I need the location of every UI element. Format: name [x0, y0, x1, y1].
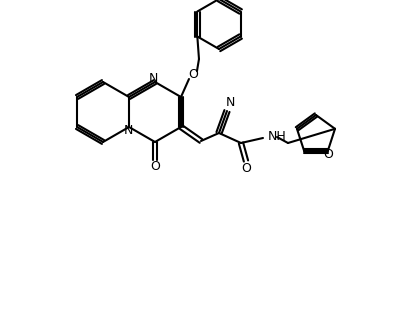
Text: O: O	[241, 163, 251, 175]
Text: O: O	[323, 148, 333, 161]
Text: O: O	[150, 160, 160, 173]
Text: N: N	[123, 124, 133, 137]
Text: N: N	[225, 96, 234, 110]
Text: O: O	[188, 67, 198, 80]
Text: NH: NH	[268, 129, 287, 143]
Text: N: N	[148, 72, 158, 85]
